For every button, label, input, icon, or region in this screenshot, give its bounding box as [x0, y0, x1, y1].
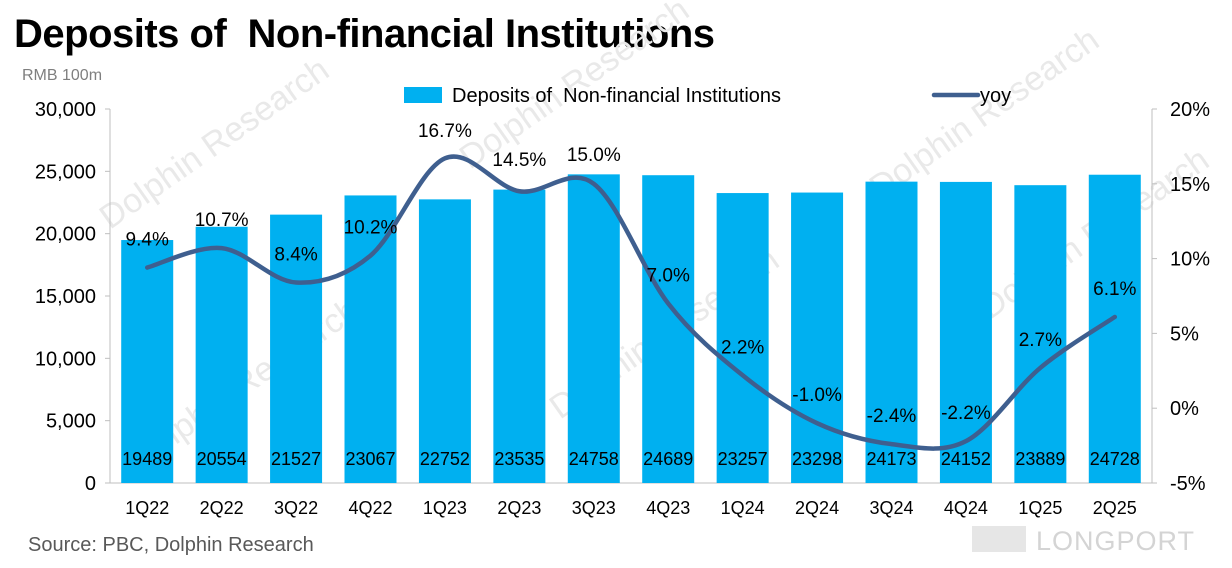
yoy-value-label: -1.0%: [792, 385, 842, 406]
source-note: Source: PBC, Dolphin Research: [28, 534, 314, 556]
x-tick-label: 1Q24: [721, 498, 765, 518]
y-right-tick-label: 0%: [1170, 398, 1199, 420]
legend-bar-label: Deposits of Non-financial Institutions: [452, 85, 781, 107]
chart-title: Deposits of Non-financial Institutions: [14, 12, 715, 56]
legend-bar-swatch: [404, 87, 442, 103]
y-axis-unit-label: RMB 100m: [22, 67, 103, 84]
yoy-value-label: 8.4%: [274, 245, 317, 266]
yoy-value-label: -2.2%: [941, 403, 991, 424]
x-tick-label: 3Q23: [572, 498, 616, 518]
bar: [418, 199, 471, 483]
bar: [865, 181, 918, 484]
y-left-tick-label: 20,000: [35, 224, 96, 246]
bar: [939, 181, 992, 483]
bar-value-labels: 19489 20554 21527 23067 22752 23535 24758 24689…: [122, 449, 1140, 469]
x-tick-label: 1Q25: [1018, 498, 1062, 518]
yoy-value-label: 2.2%: [721, 337, 764, 358]
yoy-value-label: 10.7%: [195, 210, 249, 231]
x-tick-label: 2Q23: [497, 498, 541, 518]
legend-line-label: yoy: [980, 85, 1011, 107]
x-tick-label: 2Q24: [795, 498, 839, 518]
y-right-tick-label: 10%: [1170, 249, 1210, 271]
bar: [716, 193, 769, 483]
bar-value-label: 23067: [345, 449, 395, 469]
x-tick-label: 4Q23: [646, 498, 690, 518]
bar-value-label: 23298: [792, 449, 842, 469]
y-left-tick-label: 0: [85, 473, 96, 495]
yoy-value-label: 15.0%: [567, 145, 621, 166]
yoy-value-label: 16.7%: [418, 121, 472, 142]
bar-value-label: 21527: [271, 449, 321, 469]
bar-value-label: 23535: [494, 449, 544, 469]
y-left-tick-label: 30,000: [35, 99, 96, 121]
brand-logo-mark: [972, 526, 1026, 552]
y-right-tick-label: 5%: [1170, 323, 1199, 345]
x-tick-label: 4Q22: [348, 498, 392, 518]
x-axis-tick-labels: 1Q22 2Q22 3Q22 4Q22 1Q23 2Q23 3Q23 4Q23 1Q24 2Q24…: [125, 498, 1137, 518]
bar-value-label: 23257: [718, 449, 768, 469]
bar-series: [121, 174, 1141, 484]
bar: [1014, 185, 1067, 483]
bar-value-label: 20554: [197, 449, 247, 469]
bar-value-label: 23889: [1015, 449, 1065, 469]
y-right-tick-label: 20%: [1170, 99, 1210, 121]
x-tick-label: 3Q24: [869, 498, 913, 518]
yoy-value-label: 2.7%: [1019, 330, 1062, 351]
bar: [493, 189, 546, 484]
bar: [270, 214, 323, 483]
bar-value-label: 22752: [420, 449, 470, 469]
yoy-value-label: 6.1%: [1093, 279, 1136, 300]
y-right-tick-label: 15%: [1170, 174, 1210, 196]
yoy-value-labels: 9.4% 10.7% 8.4% 10.2% 16.7% 14.5% 15.0% 7.0% 2.2…: [126, 121, 1137, 427]
bar: [791, 192, 844, 483]
bar-value-label: 24173: [866, 449, 916, 469]
x-tick-label: 3Q22: [274, 498, 318, 518]
yoy-value-label: 7.0%: [647, 265, 690, 286]
bar-value-label: 24758: [569, 449, 619, 469]
yoy-value-label: 14.5%: [492, 150, 546, 171]
bar-value-label: 24728: [1090, 449, 1140, 469]
yoy-value-label: 9.4%: [126, 230, 169, 251]
yoy-line-series: [144, 154, 1118, 451]
yoy-line: [144, 154, 1118, 451]
bar: [567, 174, 620, 483]
bar: [344, 195, 397, 483]
brand-logo-text: LONGPORT: [1036, 526, 1196, 556]
bar-value-label: 24689: [643, 449, 693, 469]
x-tick-label: 2Q25: [1093, 498, 1137, 518]
bar: [121, 240, 174, 483]
bar-value-label: 24152: [941, 449, 991, 469]
x-tick-label: 1Q23: [423, 498, 467, 518]
x-tick-label: 1Q22: [125, 498, 169, 518]
bar: [642, 175, 695, 484]
watermark-text: Dolphin Research: [93, 50, 336, 236]
x-tick-label: 4Q24: [944, 498, 988, 518]
y-left-tick-label: 15,000: [35, 286, 96, 308]
watermark-text: Dolphin Research: [863, 20, 1106, 206]
axes: 0 5,000 10,000 15,000 20,000 25,000 30,000 -5% 0…: [35, 99, 1210, 495]
yoy-value-label: -2.4%: [867, 406, 917, 427]
y-left-tick-label: 25,000: [35, 161, 96, 183]
yoy-value-label: 10.2%: [344, 218, 398, 239]
bar: [195, 226, 248, 483]
x-tick-label: 2Q22: [200, 498, 244, 518]
bar-value-label: 19489: [122, 449, 172, 469]
y-left-tick-label: 10,000: [35, 348, 96, 370]
y-right-tick-label: -5%: [1170, 473, 1206, 495]
legend: Deposits of Non-financial Institutions yo…: [404, 85, 1011, 107]
y-left-tick-label: 5,000: [46, 411, 96, 433]
